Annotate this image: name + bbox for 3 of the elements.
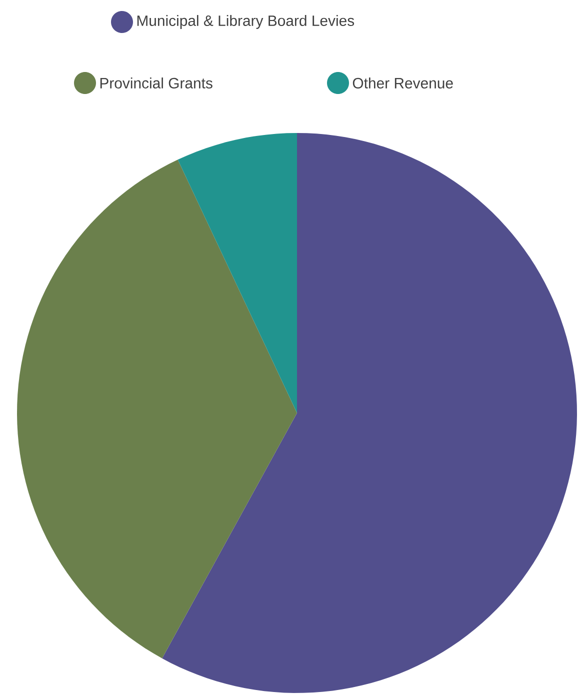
legend-label: Other Revenue [352, 78, 453, 88]
legend-label: Provincial Grants [100, 78, 212, 88]
legend-label: Municipal & Library Board Levies [137, 15, 354, 29]
